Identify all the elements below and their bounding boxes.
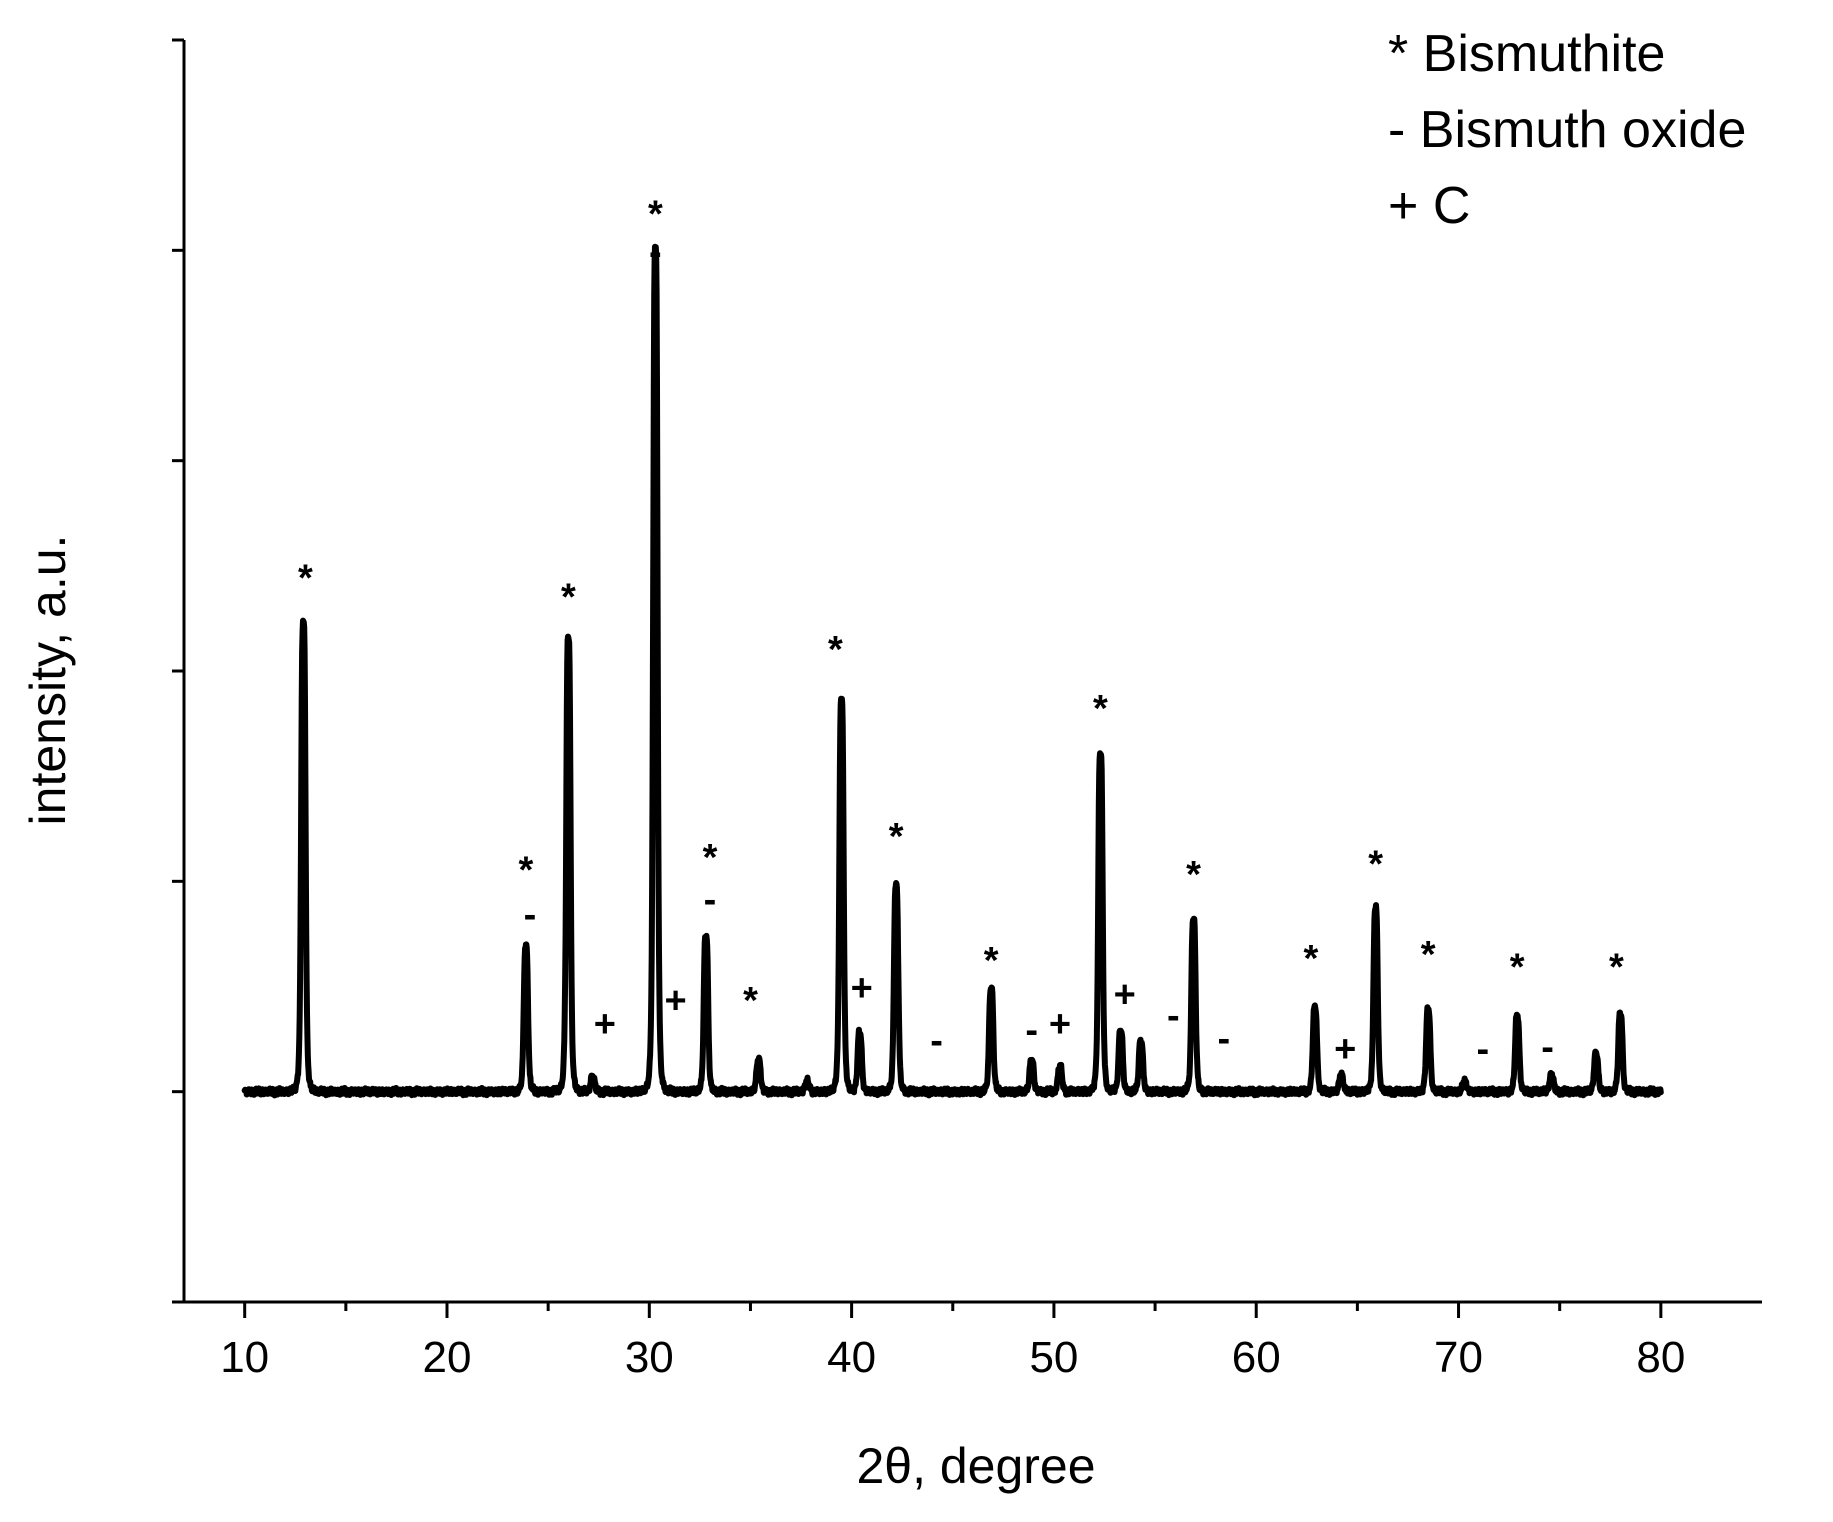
peak-marker: + (1114, 974, 1136, 1016)
x-tick-labels: 10 20 30 40 50 60 70 80 (220, 1333, 1685, 1382)
x-tick-label: 10 (220, 1333, 269, 1382)
legend-carbon: + C (1388, 177, 1470, 235)
peak-marker: - (649, 231, 662, 273)
peak-marker: * (828, 629, 843, 671)
peak-marker: * (1186, 854, 1201, 896)
peak-marker: + (665, 980, 687, 1022)
x-tick-label: 20 (423, 1333, 472, 1382)
peak-marker: * (1510, 946, 1525, 988)
x-tick-label: 50 (1029, 1333, 1078, 1382)
peak-marker: - (1167, 995, 1180, 1037)
peak-marker: - (1218, 1018, 1231, 1060)
peak-marker: + (594, 1003, 616, 1045)
x-tick-label: 60 (1232, 1333, 1281, 1382)
x-tick-label: 30 (625, 1333, 674, 1382)
peak-marker: * (743, 980, 758, 1022)
peak-marker: * (519, 850, 534, 892)
peak-marker: * (1421, 934, 1436, 976)
peak-marker: - (1476, 1028, 1489, 1070)
peak-marker: * (561, 576, 576, 618)
legend-bismuthite: * Bismuthite (1388, 25, 1665, 83)
xrd-trace (241, 243, 1664, 1099)
x-ticks (243, 1302, 1663, 1318)
peak-marker: * (1609, 946, 1624, 988)
peak-marker: + (1049, 1003, 1071, 1045)
peak-marker: - (930, 1020, 943, 1062)
x-tick-label: 70 (1434, 1333, 1483, 1382)
peak-marker: + (851, 968, 873, 1010)
peak-marker: + (1334, 1028, 1356, 1070)
peak-markers: **-*+*-+*-**+*-*- +*+-*-*+**-*-* (298, 193, 1624, 1070)
legend-bismuth-oxide: - Bismuth oxide (1388, 101, 1746, 159)
axes (182, 40, 1762, 1304)
peak-marker: * (1368, 843, 1383, 885)
x-axis-title: 2θ, degree (856, 1438, 1095, 1494)
y-axis-title: intensity, a.u. (20, 535, 76, 826)
peak-marker: - (1541, 1026, 1554, 1068)
x-tick-label: 40 (827, 1333, 876, 1382)
legend: * Bismuthite - Bismuth oxide + C (1388, 25, 1746, 235)
peak-marker: * (298, 557, 313, 599)
peak-marker: * (648, 193, 663, 235)
peak-marker: * (1093, 688, 1108, 730)
peak-marker: * (889, 816, 904, 858)
peak-marker: * (984, 940, 999, 982)
peak-marker: * (1303, 938, 1318, 980)
peak-marker: * (703, 837, 718, 879)
y-ticks (172, 38, 184, 1304)
peak-marker: - (1025, 1010, 1038, 1052)
peak-marker: - (524, 894, 537, 936)
x-tick-label: 80 (1636, 1333, 1685, 1382)
peak-marker: - (704, 879, 717, 921)
